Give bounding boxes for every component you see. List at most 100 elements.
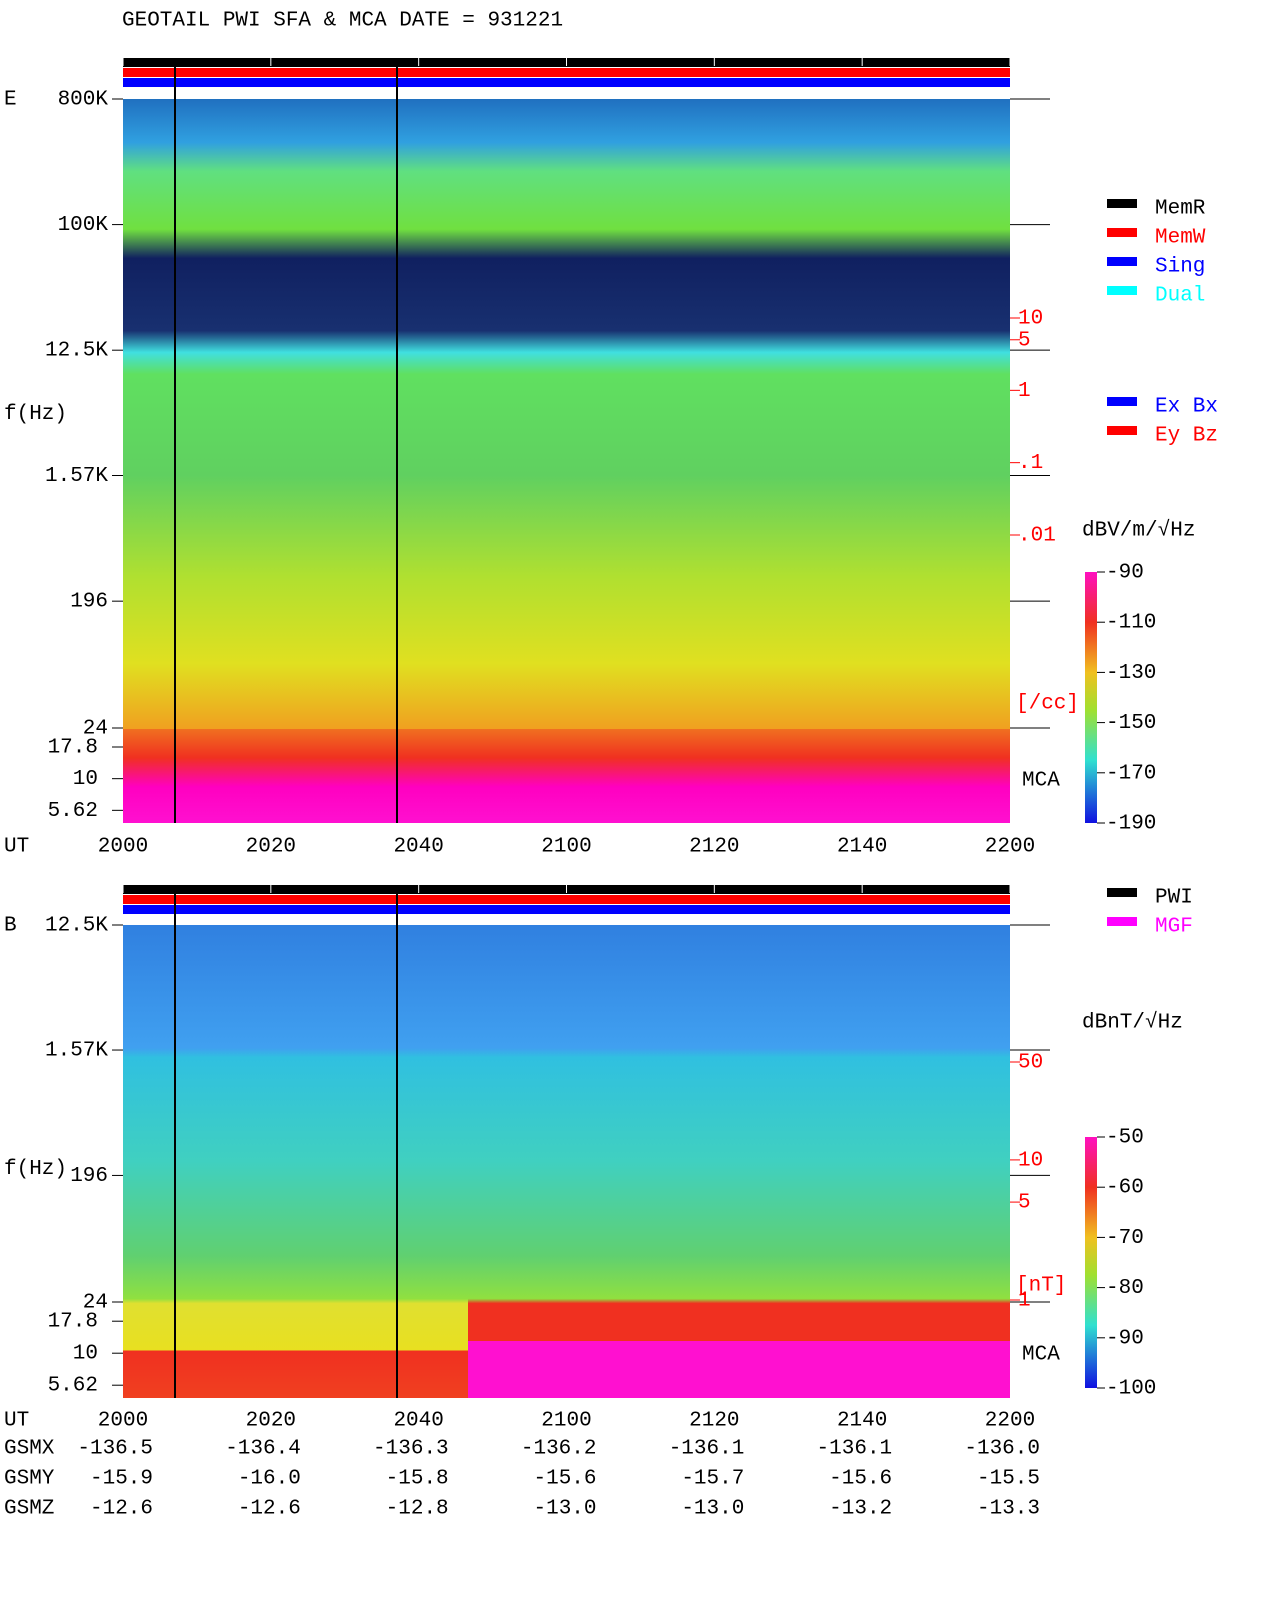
x-tick-label: 2200 [985, 836, 1035, 859]
y-axis-label: f(Hz) [4, 1158, 67, 1181]
x-tick-label: 2040 [393, 836, 443, 859]
colorbar-tick-label: -70 [1106, 1227, 1144, 1250]
x-tick-label: 2200 [985, 1410, 1035, 1433]
x-tick-label: 2120 [689, 836, 739, 859]
orbit-value: -136.0 [964, 1438, 1040, 1461]
right-tick-label: 50 [1018, 1052, 1043, 1075]
colorbar-tick-label: -130 [1106, 662, 1156, 685]
legend-label: Ex Bx [1155, 396, 1218, 419]
right-tick-label: 10 [1018, 1149, 1043, 1172]
mca-tick-label: 10 [73, 768, 98, 791]
x-tick-label: 2020 [246, 1410, 296, 1433]
orbit-row-label: GSMX [4, 1438, 55, 1461]
right-tick-label: 10 [1018, 308, 1043, 331]
right-tick-label: 1 [1018, 380, 1031, 403]
legend-swatch [1107, 426, 1137, 435]
panel-label: E [4, 89, 17, 112]
x-tick-label: 2120 [689, 1410, 739, 1433]
y-tick-label: 12.5K [45, 340, 108, 363]
legend-label: PWI [1155, 887, 1193, 910]
legend-swatch [1107, 917, 1137, 926]
x-tick-label: 2100 [541, 836, 591, 859]
title: GEOTAIL PWI SFA & MCA DATE = 931221 [122, 10, 563, 33]
colorbar-tick-label: -170 [1106, 762, 1156, 785]
legend-label: MemR [1155, 198, 1206, 221]
spectrogram [123, 925, 468, 1398]
status-bar [123, 905, 1010, 914]
status-bar [123, 895, 1010, 904]
orbit-value: -136.1 [817, 1438, 893, 1461]
orbit-value: -136.3 [373, 1438, 449, 1461]
spectrogram [468, 925, 1010, 1398]
legend-swatch [1107, 257, 1137, 266]
x-tick-label: 2000 [98, 836, 148, 859]
legend-label: Sing [1155, 256, 1205, 279]
x-tick-label: 2100 [541, 1410, 591, 1433]
y-tick-label: 12.5K [45, 915, 108, 938]
orbit-value: -136.1 [669, 1438, 745, 1461]
mca-label: MCA [1022, 1344, 1060, 1367]
x-tick-label: 2040 [393, 1410, 443, 1433]
right-tick-label: 5 [1018, 1192, 1031, 1215]
y-tick-label: 100K [58, 214, 109, 237]
orbit-value: -15.6 [829, 1468, 892, 1491]
orbit-value: -13.0 [681, 1498, 744, 1521]
colorbar [1085, 1137, 1097, 1388]
mca-tick-label: 10 [73, 1343, 98, 1366]
mca-tick-label: 17.8 [48, 1311, 98, 1334]
legend-label: MemW [1155, 227, 1206, 250]
orbit-value: -13.2 [829, 1498, 892, 1521]
right-tick-label: .1 [1018, 452, 1043, 475]
orbit-value: -12.6 [238, 1498, 301, 1521]
x-axis-label: UT [4, 1410, 29, 1433]
status-bar [123, 68, 1010, 77]
y-tick-label: 1.57K [45, 1040, 108, 1063]
right-tick-label: 5 [1018, 329, 1031, 352]
legend-swatch [1107, 397, 1137, 406]
orbit-value: -13.3 [977, 1498, 1040, 1521]
colorbar-label: dBV/m/√Hz [1082, 519, 1195, 543]
orbit-value: -16.0 [238, 1468, 301, 1491]
orbit-value: -12.8 [386, 1498, 449, 1521]
spectrogram [123, 99, 1010, 823]
mca-label: MCA [1022, 770, 1060, 793]
right-tick-label: .01 [1018, 525, 1056, 548]
y-tick-label: 1.57K [45, 465, 108, 488]
x-tick-label: 2020 [246, 836, 296, 859]
y-tick-label: 24 [83, 718, 108, 741]
colorbar-tick-label: -110 [1106, 612, 1156, 635]
status-bar [123, 78, 1010, 87]
y-tick-label: 196 [70, 591, 108, 614]
orbit-row-label: GSMZ [4, 1498, 54, 1521]
mca-tick-label: 5.62 [48, 1375, 98, 1398]
x-tick-label: 2140 [837, 1410, 887, 1433]
orbit-value: -15.7 [681, 1468, 744, 1491]
legend-label: Ey Bz [1155, 425, 1218, 448]
legend-swatch [1107, 228, 1137, 237]
orbit-value: -136.5 [77, 1438, 153, 1461]
colorbar-tick-label: -90 [1106, 562, 1144, 585]
colorbar-tick-label: -60 [1106, 1177, 1144, 1200]
colorbar [1085, 572, 1097, 823]
mca-tick-label: 5.62 [48, 800, 98, 823]
colorbar-tick-label: -100 [1106, 1378, 1156, 1401]
right-axis-label: [/cc] [1016, 693, 1079, 716]
legend-label: MGF [1155, 916, 1193, 939]
colorbar-label: dBnT/√Hz [1082, 1011, 1183, 1035]
x-tick-label: 2140 [837, 836, 887, 859]
orbit-row-label: GSMY [4, 1468, 55, 1491]
y-tick-label: 24 [83, 1292, 108, 1315]
colorbar-tick-label: -90 [1106, 1327, 1144, 1350]
orbit-value: -15.8 [386, 1468, 449, 1491]
legend-label: Dual [1155, 285, 1205, 308]
colorbar-tick-label: -80 [1106, 1277, 1144, 1300]
y-tick-label: 196 [70, 1165, 108, 1188]
orbit-value: -13.0 [533, 1498, 596, 1521]
legend-swatch [1107, 286, 1137, 295]
orbit-value: -15.5 [977, 1468, 1040, 1491]
orbit-value: -12.6 [90, 1498, 153, 1521]
y-tick-label: 800K [58, 89, 109, 112]
y-axis-label: f(Hz) [4, 403, 67, 426]
